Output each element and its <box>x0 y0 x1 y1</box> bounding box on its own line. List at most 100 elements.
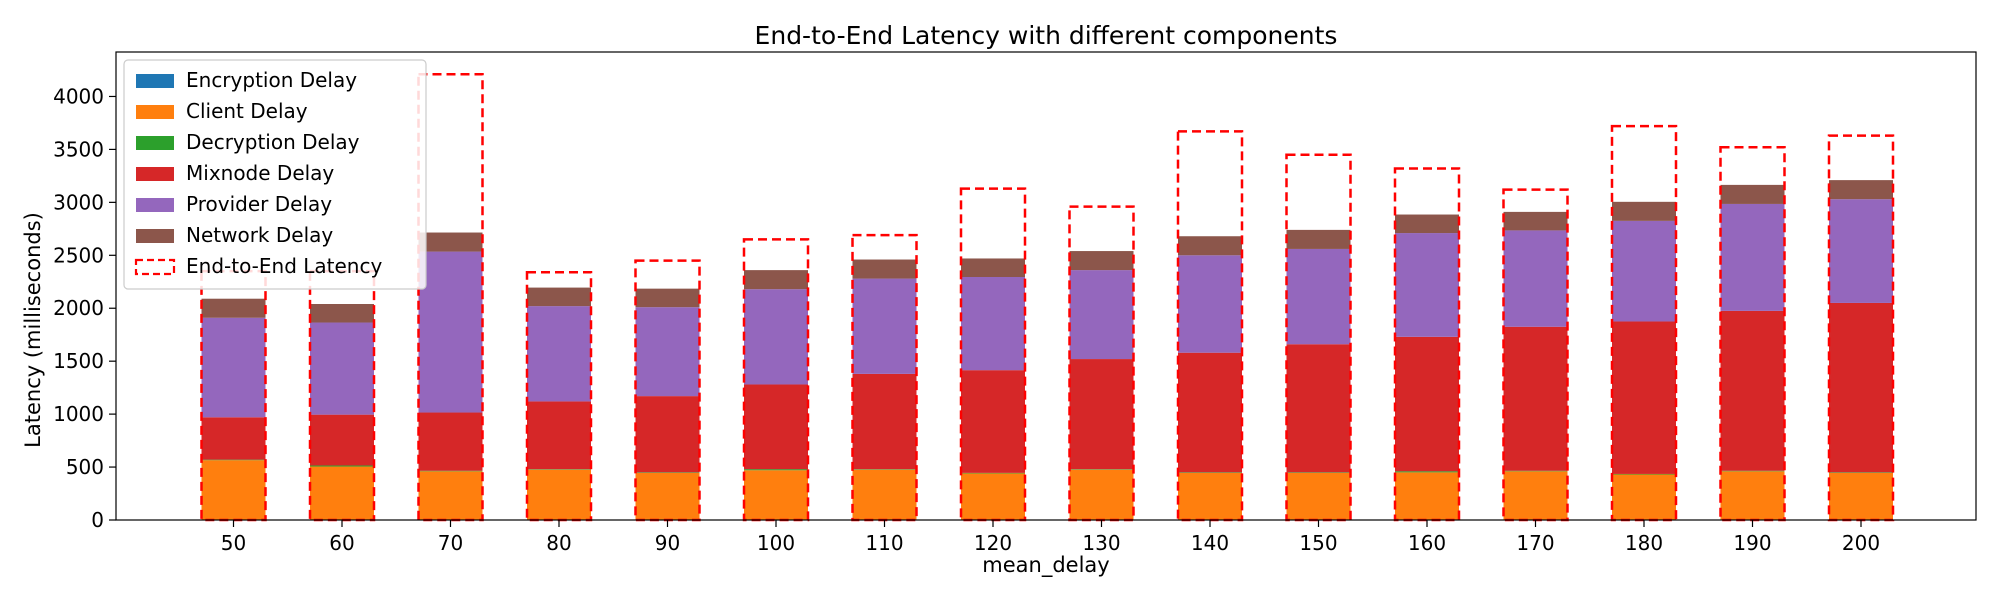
bar-network-delay-120 <box>961 258 1025 277</box>
bar-mixnode-delay-90 <box>635 396 700 473</box>
bar-network-delay-160 <box>1395 214 1459 234</box>
bar-client-delay-70 <box>418 471 483 520</box>
bar-mixnode-delay-160 <box>1395 336 1459 472</box>
bar-network-delay-80 <box>527 287 591 307</box>
y-tick-label-1500: 1500 <box>53 349 104 373</box>
bar-client-delay-110 <box>852 469 917 520</box>
legend-swatch-decryption-delay <box>136 136 174 150</box>
bar-mixnode-delay-60 <box>310 414 374 466</box>
bar-provider-delay-200 <box>1829 199 1893 303</box>
bar-client-delay-80 <box>527 469 591 520</box>
bar-decryption-delay-60 <box>310 465 374 467</box>
bar-mixnode-delay-130 <box>1069 359 1134 470</box>
bar-end-to-end-latency-180 <box>1610 124 1678 522</box>
y-tick-label-2000: 2000 <box>53 296 104 320</box>
bar-network-delay-50 <box>201 298 266 318</box>
bar-network-delay-130 <box>1069 251 1134 271</box>
legend-label-network-delay: Network Delay <box>186 223 333 247</box>
bar-decryption-delay-160 <box>1395 471 1459 473</box>
bar-decryption-delay-170 <box>1503 470 1568 472</box>
bar-mixnode-delay-150 <box>1286 344 1351 473</box>
legend-swatch-mixnode-delay <box>136 167 174 181</box>
y-tick-label-0: 0 <box>91 508 104 532</box>
bar-decryption-delay-130 <box>1069 469 1134 470</box>
legend-swatch-client-delay <box>136 105 174 119</box>
bar-provider-delay-80 <box>527 306 591 402</box>
bar-provider-delay-110 <box>852 278 917 374</box>
bar-network-delay-110 <box>852 259 917 279</box>
legend-label-encryption-delay: Encryption Delay <box>186 68 357 92</box>
bar-client-delay-180 <box>1612 474 1676 520</box>
y-tick-label-500: 500 <box>66 455 104 479</box>
bar-network-delay-150 <box>1286 229 1351 249</box>
bar-decryption-delay-140 <box>1178 472 1242 473</box>
x-tick-label-70: 70 <box>438 531 463 555</box>
bar-decryption-delay-90 <box>635 472 700 473</box>
legend-swatch-end-to-end-latency <box>134 258 176 276</box>
x-tick-label-160: 160 <box>1408 531 1446 555</box>
bar-network-delay-60 <box>310 304 374 323</box>
x-tick-label-170: 170 <box>1516 531 1554 555</box>
bar-mixnode-delay-190 <box>1720 310 1785 471</box>
bar-mixnode-delay-140 <box>1178 352 1242 473</box>
bar-mixnode-delay-100 <box>744 384 808 470</box>
bar-mixnode-delay-70 <box>418 412 483 471</box>
bar-mixnode-delay-200 <box>1829 302 1893 473</box>
bar-network-delay-170 <box>1503 211 1568 231</box>
bar-client-delay-60 <box>310 466 374 520</box>
bar-provider-delay-170 <box>1503 230 1568 327</box>
legend-label-decryption-delay: Decryption Delay <box>186 130 360 154</box>
legend-swatch-encryption-delay <box>136 74 174 88</box>
bar-provider-delay-180 <box>1612 220 1676 322</box>
legend-label-end-to-end-latency: End-to-End Latency <box>186 254 382 278</box>
bar-client-delay-160 <box>1395 472 1459 520</box>
bar-decryption-delay-150 <box>1286 472 1351 473</box>
bar-mixnode-delay-120 <box>961 370 1025 473</box>
bar-provider-delay-150 <box>1286 248 1351 345</box>
bar-provider-delay-70 <box>418 251 483 413</box>
bar-client-delay-200 <box>1829 472 1893 520</box>
x-tick-label-140: 140 <box>1191 531 1229 555</box>
bar-provider-delay-90 <box>635 307 700 397</box>
bar-provider-delay-130 <box>1069 270 1134 360</box>
x-tick-label-60: 60 <box>329 531 354 555</box>
legend-label-provider-delay: Provider Delay <box>186 192 332 216</box>
x-tick-label-120: 120 <box>974 531 1012 555</box>
bar-provider-delay-60 <box>310 322 374 415</box>
legend-swatch-provider-delay <box>136 198 174 212</box>
bar-end-to-end-latency-150 <box>1285 153 1352 522</box>
legend-box <box>123 59 427 290</box>
x-tick-label-80: 80 <box>546 531 571 555</box>
bar-provider-delay-190 <box>1720 203 1785 311</box>
bar-provider-delay-160 <box>1395 233 1459 337</box>
bar-decryption-delay-100 <box>744 469 808 471</box>
bar-provider-delay-140 <box>1178 255 1242 353</box>
x-tick-label-90: 90 <box>655 531 680 555</box>
bar-mixnode-delay-110 <box>852 373 917 470</box>
bar-client-delay-50 <box>201 460 266 520</box>
x-tick-label-150: 150 <box>1299 531 1337 555</box>
y-tick-label-2500: 2500 <box>53 243 104 267</box>
legend-swatch-network-delay <box>136 229 174 243</box>
bar-network-delay-190 <box>1720 184 1785 204</box>
x-tick-label-110: 110 <box>865 531 903 555</box>
bar-client-delay-90 <box>635 472 700 520</box>
bar-mixnode-delay-80 <box>527 401 591 470</box>
bar-mixnode-delay-170 <box>1503 326 1568 471</box>
bar-decryption-delay-70 <box>418 470 483 472</box>
bar-network-delay-140 <box>1178 236 1242 256</box>
bar-network-delay-200 <box>1829 180 1893 200</box>
x-tick-label-50: 50 <box>221 531 246 555</box>
bar-mixnode-delay-180 <box>1612 321 1676 474</box>
legend: Encryption Delay Client Delay Decryption D… <box>123 59 427 290</box>
bar-decryption-delay-190 <box>1720 470 1785 472</box>
bar-provider-delay-50 <box>201 317 266 418</box>
bar-client-delay-130 <box>1069 469 1134 520</box>
y-axis-label: Latency (milliseconds) <box>21 212 45 448</box>
x-tick-label-200: 200 <box>1842 531 1880 555</box>
bar-client-delay-140 <box>1178 472 1242 520</box>
plot-area: 0 500 1000 1500 2000 2500 3000 3500 4000 50 60 70 80… <box>53 51 1977 555</box>
bar-decryption-delay-110 <box>852 469 917 470</box>
